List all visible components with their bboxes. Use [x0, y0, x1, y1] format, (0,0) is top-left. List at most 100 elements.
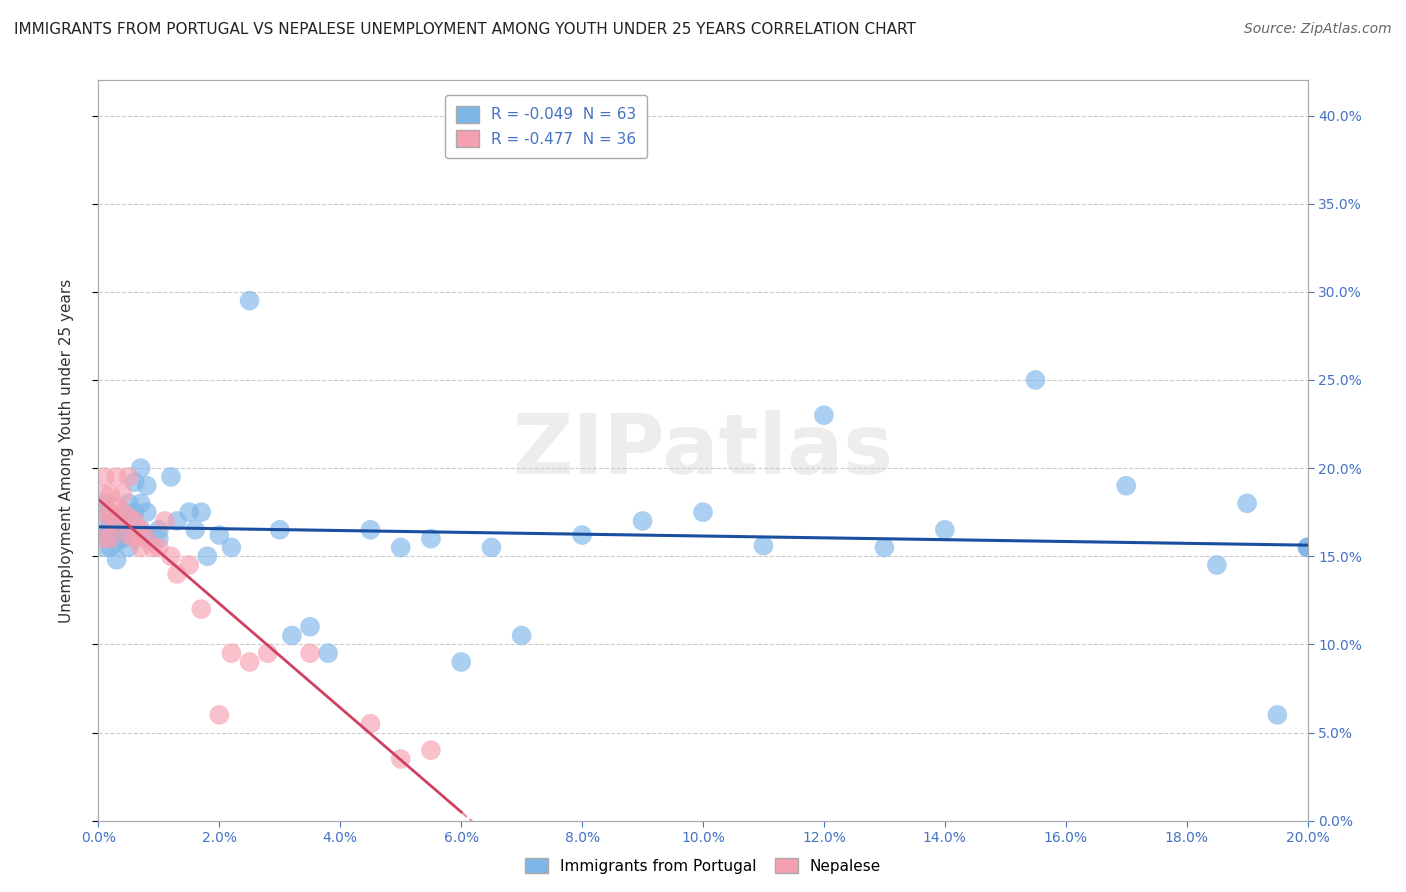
- Point: [111, 487, 134, 501]
- Point: [93, 487, 115, 501]
- Point: [160, 470, 183, 484]
- Point: [100, 505, 122, 519]
- Point: [166, 514, 188, 528]
- Point: [389, 752, 412, 766]
- Point: [1024, 373, 1046, 387]
- Point: [195, 549, 218, 564]
- Point: [148, 532, 170, 546]
- Point: [135, 479, 157, 493]
- Point: [124, 532, 146, 546]
- Point: [93, 505, 115, 519]
- Point: [93, 470, 115, 484]
- Point: [135, 532, 157, 546]
- Point: [166, 566, 188, 581]
- Point: [105, 500, 128, 514]
- Point: [105, 470, 128, 484]
- Text: IMMIGRANTS FROM PORTUGAL VS NEPALESE UNEMPLOYMENT AMONG YOUTH UNDER 25 YEARS COR: IMMIGRANTS FROM PORTUGAL VS NEPALESE UNE…: [14, 22, 915, 37]
- Point: [420, 743, 443, 757]
- Legend: R = -0.049  N = 63, R = -0.477  N = 36: R = -0.049 N = 63, R = -0.477 N = 36: [444, 95, 647, 158]
- Point: [124, 514, 146, 528]
- Point: [93, 532, 115, 546]
- Point: [299, 646, 322, 660]
- Point: [190, 602, 212, 616]
- Point: [118, 517, 141, 532]
- Point: [184, 523, 207, 537]
- Point: [105, 535, 128, 549]
- Point: [873, 541, 896, 555]
- Point: [118, 510, 141, 524]
- Point: [571, 528, 593, 542]
- Point: [692, 505, 714, 519]
- Point: [631, 514, 654, 528]
- Point: [129, 541, 152, 555]
- Point: [124, 505, 146, 519]
- Point: [269, 523, 291, 537]
- Point: [208, 528, 231, 542]
- Point: [111, 528, 134, 542]
- Point: [299, 620, 322, 634]
- Point: [420, 532, 443, 546]
- Point: [105, 523, 128, 537]
- Point: [221, 646, 243, 660]
- Point: [148, 523, 170, 537]
- Point: [256, 646, 278, 660]
- Point: [1236, 496, 1258, 510]
- Point: [208, 707, 231, 722]
- Point: [481, 541, 503, 555]
- Point: [118, 541, 141, 555]
- Point: [934, 523, 956, 537]
- Point: [752, 539, 775, 553]
- Point: [100, 514, 122, 528]
- Point: [179, 558, 201, 572]
- Legend: Immigrants from Portugal, Nepalese: Immigrants from Portugal, Nepalese: [519, 852, 887, 880]
- Point: [93, 496, 115, 510]
- Point: [129, 496, 152, 510]
- Point: [813, 408, 835, 422]
- Point: [510, 628, 533, 642]
- Point: [93, 541, 115, 555]
- Point: [135, 505, 157, 519]
- Point: [100, 532, 122, 546]
- Point: [105, 510, 128, 524]
- Point: [450, 655, 472, 669]
- Point: [118, 496, 141, 510]
- Point: [142, 541, 165, 555]
- Point: [1267, 707, 1289, 722]
- Point: [111, 532, 134, 546]
- Point: [239, 655, 262, 669]
- Point: [100, 541, 122, 555]
- Point: [153, 514, 176, 528]
- Point: [105, 553, 128, 567]
- Text: ZIPatlas: ZIPatlas: [513, 410, 893, 491]
- Point: [93, 523, 115, 537]
- Point: [100, 517, 122, 532]
- Point: [118, 528, 141, 542]
- Point: [111, 514, 134, 528]
- Point: [179, 505, 201, 519]
- Point: [100, 532, 122, 546]
- Text: Source: ZipAtlas.com: Source: ZipAtlas.com: [1244, 22, 1392, 37]
- Point: [148, 541, 170, 555]
- Point: [135, 528, 157, 542]
- Point: [124, 475, 146, 490]
- Point: [360, 523, 382, 537]
- Point: [129, 523, 152, 537]
- Point: [105, 517, 128, 532]
- Y-axis label: Unemployment Among Youth under 25 years: Unemployment Among Youth under 25 years: [59, 278, 75, 623]
- Point: [221, 541, 243, 555]
- Point: [111, 505, 134, 519]
- Point: [1296, 541, 1319, 555]
- Point: [1206, 558, 1229, 572]
- Point: [100, 514, 122, 528]
- Point: [93, 505, 115, 519]
- Point: [129, 461, 152, 475]
- Point: [389, 541, 412, 555]
- Point: [360, 716, 382, 731]
- Point: [239, 293, 262, 308]
- Point: [118, 470, 141, 484]
- Point: [316, 646, 339, 660]
- Point: [129, 523, 152, 537]
- Point: [93, 528, 115, 542]
- Point: [1296, 541, 1319, 555]
- Point: [281, 628, 304, 642]
